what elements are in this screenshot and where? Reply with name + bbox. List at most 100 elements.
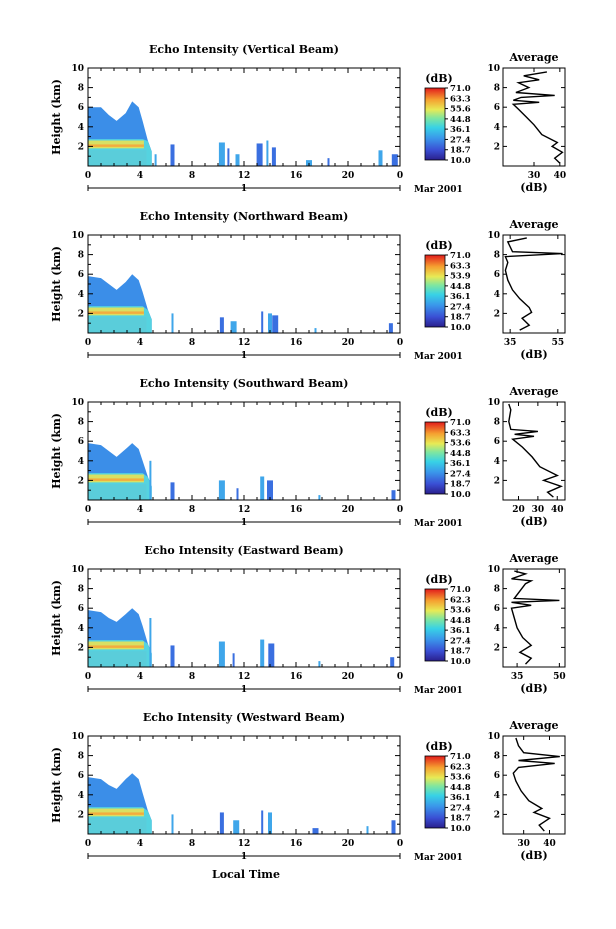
colorbar: [424, 421, 446, 495]
avg-y-tick-label: 2: [494, 476, 500, 486]
avg-y-tick-label: 8: [494, 585, 500, 595]
x-tick-label: 8: [189, 338, 195, 348]
scattered-echo: [312, 828, 319, 834]
bright-band-core: [88, 645, 144, 648]
avg-x-tick-label: 55: [552, 338, 565, 348]
scattered-echo: [260, 476, 265, 500]
date-label: 1: [241, 685, 247, 695]
date-label: 1: [241, 518, 247, 528]
x-tick-label: 0: [397, 338, 403, 348]
x-tick-label: 12: [238, 505, 251, 515]
x-tick-label: 20: [342, 505, 355, 515]
echo-low-layer: [88, 150, 147, 166]
colorbar-unit: (dB): [425, 72, 452, 85]
colorbar-label: 10.0: [450, 824, 471, 834]
avg-x-tick-label: 40: [551, 505, 564, 515]
y-tick-label: 4: [78, 624, 84, 634]
colorbar-label: 18.7: [450, 647, 471, 657]
x-tick-label: 16: [290, 505, 303, 515]
y-tick-label: 10: [71, 732, 84, 742]
scattered-echo: [390, 657, 395, 667]
avg-y-tick-label: 6: [494, 437, 500, 447]
scattered-echo: [267, 480, 273, 500]
y-axis-label: Height (km): [50, 79, 63, 155]
x-tick-label: 12: [238, 839, 251, 849]
x-tick-label: 16: [290, 672, 303, 682]
bright-band-core: [88, 478, 144, 481]
scattered-echo: [154, 154, 157, 166]
scattered-echo: [219, 812, 224, 834]
colorbar-label: 27.4: [450, 636, 471, 646]
scattered-echo: [318, 661, 321, 667]
colorbar-label: 63.3: [450, 261, 471, 271]
avg-y-tick-label: 4: [494, 290, 500, 300]
y-tick-label: 6: [78, 270, 84, 280]
panel-title: Echo Intensity (Eastward Beam): [144, 544, 343, 557]
avg-y-tick-label: 6: [494, 771, 500, 781]
y-tick-label: 8: [78, 585, 84, 595]
avg-x-tick-label: 30: [532, 505, 545, 515]
y-tick-label: 4: [78, 123, 84, 133]
echo-data: [88, 443, 396, 500]
month-label: Mar 2001: [414, 853, 463, 863]
average-frame: [502, 234, 566, 334]
avg-y-tick-label: 2: [494, 142, 500, 152]
bright-band-core: [88, 812, 144, 815]
scattered-echo: [230, 321, 237, 333]
scattered-echo: [391, 820, 396, 834]
average-profile-line: [508, 403, 564, 498]
average-panel: Average 2 4 6 8 10 20 30 40 (dB): [487, 385, 566, 528]
month-label: Mar 2001: [414, 185, 463, 195]
colorbar-label: 53.6: [450, 606, 471, 616]
panel-title: Echo Intensity (Northward Beam): [140, 210, 349, 223]
echo-data: [88, 101, 398, 166]
scattered-echo: [170, 482, 175, 500]
date-label: 1: [241, 351, 247, 361]
average-panel: Average 2 4 6 8 10 30 40 (dB): [487, 51, 566, 194]
colorbar-label: 36.1: [450, 459, 471, 469]
echo-data: [88, 274, 393, 333]
y-axis-label: Height (km): [50, 413, 63, 489]
avg-y-tick-label: 6: [494, 103, 500, 113]
average-profile-line: [510, 570, 560, 665]
panel-2: Echo Intensity (Northward Beam) Height (k…: [50, 210, 566, 362]
date-label: 1: [241, 852, 247, 862]
colorbar-label: 36.1: [450, 626, 471, 636]
scattered-echo: [256, 143, 263, 166]
avg-y-tick-label: 8: [494, 418, 500, 428]
scattered-echo: [314, 328, 317, 333]
avg-y-tick-label: 2: [494, 309, 500, 319]
average-frame: [502, 735, 566, 835]
colorbar-label: 18.7: [450, 480, 471, 490]
colorbar-label: 18.7: [450, 146, 471, 156]
colorbar-label: 27.4: [450, 469, 471, 479]
x-tick-label: 0: [85, 338, 91, 348]
colorbar-unit: (dB): [425, 573, 452, 586]
echo-data: [88, 773, 396, 834]
avg-x-tick-label: 40: [554, 171, 567, 181]
colorbar-label: 18.7: [450, 313, 471, 323]
scattered-echo: [378, 150, 383, 166]
colorbar-label: 71.0: [450, 752, 471, 762]
scattered-echo: [227, 148, 230, 166]
avg-x-tick-label: 30: [517, 839, 530, 849]
scattered-echo: [266, 140, 269, 166]
colorbar: [424, 755, 446, 829]
panel-1: Echo Intensity (Vertical Beam) Height (km…: [50, 43, 566, 195]
colorbar-label: 10.0: [450, 156, 471, 166]
scattered-echo: [268, 643, 275, 667]
average-frame: [502, 568, 566, 668]
colorbar-label: 55.6: [450, 105, 471, 115]
echo-low-layer: [88, 818, 147, 834]
scattered-echo: [391, 154, 398, 166]
x-tick-label: 12: [238, 672, 251, 682]
scattered-echo: [171, 814, 174, 834]
x-tick-label: 0: [397, 672, 403, 682]
avg-y-tick-label: 10: [487, 732, 500, 742]
scattered-echo: [327, 158, 330, 166]
scattered-echo: [268, 812, 272, 834]
avg-y-tick-label: 8: [494, 84, 500, 94]
scattered-echo: [271, 147, 276, 166]
colorbar-label: 53.9: [450, 272, 471, 282]
average-panel: Average 2 4 6 8 10 35 55 (dB): [487, 218, 566, 361]
